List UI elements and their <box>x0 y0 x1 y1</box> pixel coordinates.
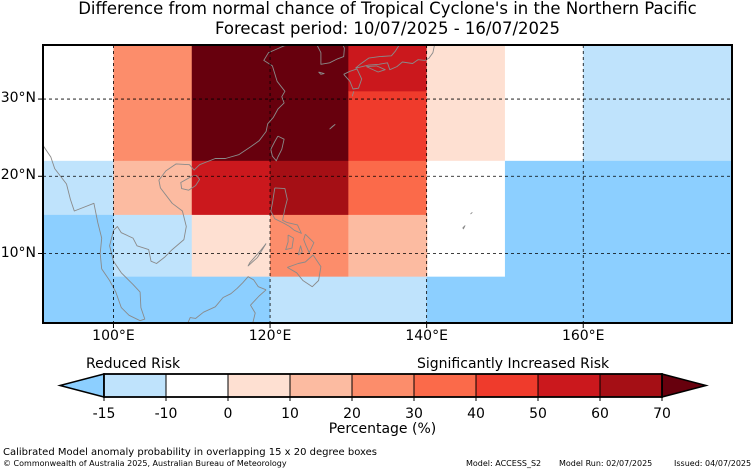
risk-cell <box>348 214 428 278</box>
coastline <box>470 212 473 215</box>
risk-cell <box>43 214 115 323</box>
colorbar-tick-label: 70 <box>653 406 671 422</box>
lat-tick-label: 30°N <box>0 90 36 107</box>
colorbar-segment <box>351 373 415 398</box>
risk-cell <box>43 160 115 216</box>
risk-cell <box>348 160 428 216</box>
risk-cell <box>270 276 428 323</box>
colorbar-segment <box>165 373 229 398</box>
lat-tick-label: 10°N <box>0 244 36 261</box>
risk-cell <box>348 45 428 92</box>
risk-cell <box>426 160 506 278</box>
risk-cell <box>43 45 115 177</box>
coastline <box>247 243 267 267</box>
coastline <box>270 135 285 162</box>
gridlines <box>43 45 732 323</box>
coastline <box>270 187 302 234</box>
coastline <box>187 276 267 323</box>
coastline <box>318 71 325 75</box>
colorbar-tick-label: -10 <box>154 406 178 422</box>
colorbar-tick-label: 30 <box>405 406 423 422</box>
increased-risk-label: Significantly Increased Risk <box>417 356 610 372</box>
map-frame <box>42 44 733 324</box>
colorbar-axis-label: Percentage (%) <box>328 421 437 437</box>
map-title: Difference from normal chance of Tropica… <box>78 0 697 18</box>
coastline <box>287 254 322 288</box>
risk-cell <box>504 160 732 323</box>
colorbar-tick-label: 10 <box>281 406 299 422</box>
risk-cell <box>504 45 584 162</box>
colorbar-tick-label: 40 <box>467 406 485 422</box>
risk-cell <box>426 276 506 323</box>
method-footnote: Calibrated Model anomaly probability in … <box>3 447 378 458</box>
forecast-period-subtitle: Forecast period: 10/07/2025 - 16/07/2025 <box>214 19 561 38</box>
coastline <box>43 45 290 322</box>
colorbar <box>57 373 709 401</box>
risk-cell <box>583 45 732 162</box>
colorbar-segment <box>103 373 167 398</box>
lon-tick-label: 140°E <box>405 328 448 344</box>
coastline <box>462 225 466 230</box>
colorbar-outline <box>103 373 663 398</box>
coastline <box>355 45 435 71</box>
lon-tick-label: 120°E <box>248 328 292 344</box>
colorbar-tick-label: -15 <box>92 406 116 422</box>
colorbar-tick-label: 60 <box>591 406 609 422</box>
coastline <box>366 65 386 73</box>
coastline <box>343 68 363 90</box>
colorbar-under-arrow <box>57 373 105 398</box>
colorbar-segment <box>599 373 663 398</box>
colorbar-tick-label: 50 <box>529 406 547 422</box>
issued-date: Issued: 04/07/2025 <box>674 459 752 468</box>
copyright-notice: © Commonwealth of Australia 2025, Austra… <box>3 459 287 468</box>
lon-tick-label: 160°E <box>561 328 605 344</box>
risk-cells <box>43 45 732 323</box>
risk-cell <box>270 214 349 278</box>
coastline <box>329 124 336 130</box>
risk-cell <box>113 276 271 323</box>
risk-cell <box>113 45 193 177</box>
risk-cell <box>113 160 193 216</box>
reduced-risk-label: Reduced Risk <box>86 356 181 372</box>
risk-cell <box>426 45 506 162</box>
colorbar-segment <box>227 373 291 398</box>
colorbar-tick-label: 20 <box>343 406 361 422</box>
coastline <box>297 245 303 256</box>
colorbar-segment <box>537 373 601 398</box>
coastline <box>316 45 345 65</box>
model-name: Model: ACCESS_S2 <box>466 459 542 468</box>
colorbar-over-arrow <box>661 373 709 398</box>
lat-tick-label: 20°N <box>0 167 36 184</box>
coastline <box>303 233 315 254</box>
colorbar-tick-label: 0 <box>223 406 233 422</box>
model-run-date: Model Run: 02/07/2025 <box>559 459 653 468</box>
colorbar-segment <box>289 373 353 398</box>
risk-cell <box>348 91 428 162</box>
coastline <box>351 91 355 97</box>
risk-cell <box>113 214 193 278</box>
risk-cell <box>191 160 271 216</box>
colorbar-segment <box>475 373 539 398</box>
coastline <box>285 234 294 251</box>
coastlines <box>43 45 473 323</box>
colorbar-segment <box>413 373 477 398</box>
risk-cell <box>191 214 271 278</box>
lon-tick-label: 100°E <box>92 328 135 344</box>
coastline <box>180 175 201 191</box>
